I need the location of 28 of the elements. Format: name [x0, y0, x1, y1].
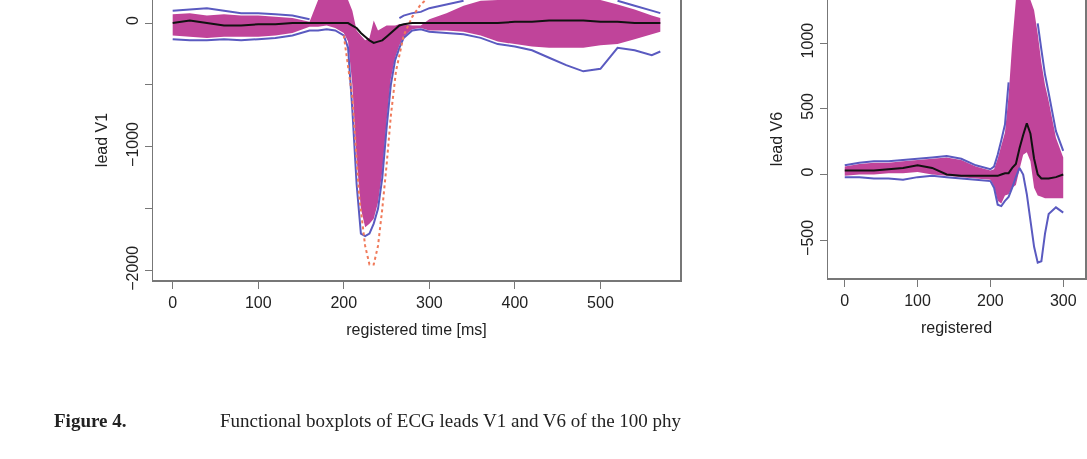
y-tick-label: 1000: [799, 22, 817, 59]
x-tick-label: 200: [330, 293, 358, 311]
y-tick-label: −2000: [124, 245, 142, 291]
text: Functional boxplots of ECG leads V1 and V6 of the 100 phy: [220, 410, 682, 431]
x-tick-label: 500: [587, 293, 614, 311]
y-tick-label: −1000: [124, 121, 142, 167]
y-tick-label: −500: [799, 219, 817, 256]
x-tick-label: 200: [977, 291, 1004, 309]
line-series: [342, 0, 427, 266]
line-series: [843, 122, 1065, 180]
x-tick-label: 100: [244, 293, 272, 311]
line-series: [171, 19, 662, 44]
x-tick-label: 0: [840, 291, 850, 309]
line-series: [843, 166, 1065, 264]
y-tick-label: 500: [799, 92, 817, 120]
x-tick-label: 400: [501, 293, 529, 311]
y-axis-title: lead V1: [93, 112, 111, 168]
line-series: [171, 28, 662, 238]
x-axis-title: registered time [ms]: [346, 321, 487, 339]
x-tick-label: 0: [168, 293, 178, 311]
y-tick-label: 0: [124, 16, 142, 26]
y-tick-label: 0: [799, 167, 817, 177]
caption: Figure 4.: [54, 410, 127, 431]
y-axis-title: lead V6: [768, 111, 786, 167]
x-tick-label: 100: [904, 291, 932, 309]
x-tick-label: 300: [415, 293, 443, 311]
x-tick-label: 300: [1049, 291, 1077, 309]
x-axis-title: registered: [920, 319, 993, 337]
